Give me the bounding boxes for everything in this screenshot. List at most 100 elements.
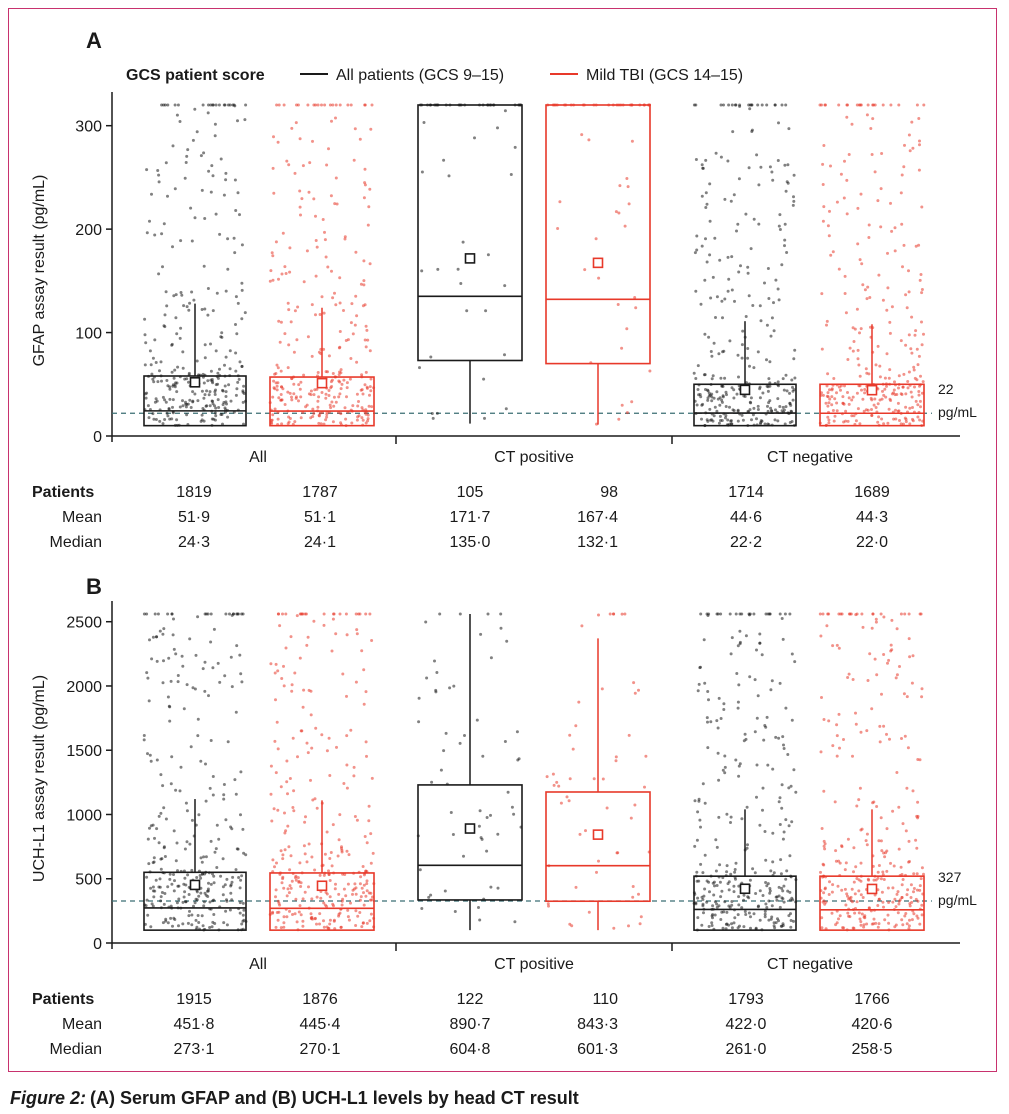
- data-point: [851, 349, 855, 353]
- data-point: [208, 926, 212, 929]
- data-point: [275, 861, 278, 865]
- data-point: [187, 893, 191, 896]
- data-point: [274, 895, 277, 899]
- data-point: [186, 873, 190, 877]
- data-point: [750, 128, 754, 132]
- data-point: [279, 320, 283, 324]
- box-group-ct-positive-mild: [545, 612, 651, 931]
- data-point: [845, 115, 849, 119]
- data-point: [737, 895, 741, 899]
- data-point: [789, 784, 793, 788]
- data-point: [908, 406, 912, 410]
- data-point: [780, 783, 784, 787]
- data-point: [766, 612, 770, 616]
- data-point: [552, 783, 556, 787]
- box-group-all-all: [142, 612, 248, 932]
- data-point: [825, 319, 829, 323]
- data-point: [333, 202, 337, 206]
- figure-frame: [8, 8, 997, 1072]
- data-point: [159, 811, 163, 815]
- data-point: [314, 726, 318, 730]
- data-point: [285, 159, 289, 163]
- data-point: [191, 686, 195, 690]
- data-point: [574, 724, 578, 728]
- data-point: [309, 393, 313, 397]
- data-point: [277, 319, 281, 323]
- data-point: [193, 216, 197, 220]
- data-point: [363, 383, 367, 387]
- data-point: [292, 392, 296, 396]
- data-point: [781, 735, 785, 739]
- data-point: [175, 332, 179, 336]
- data-point: [366, 338, 370, 342]
- data-point: [728, 906, 732, 909]
- data-point: [729, 872, 733, 876]
- data-point: [310, 855, 314, 859]
- data-point: [162, 659, 165, 663]
- data-point: [904, 405, 908, 409]
- data-point: [879, 225, 883, 229]
- data-point: [862, 409, 866, 413]
- data-point: [846, 676, 850, 679]
- data-point: [920, 913, 924, 917]
- data-point: [770, 904, 774, 908]
- data-point: [919, 405, 922, 409]
- data-point: [287, 415, 291, 419]
- data-point: [775, 898, 779, 902]
- data-point: [846, 894, 849, 898]
- data-point: [345, 633, 349, 637]
- iqr-box: [143, 375, 247, 427]
- data-point: [740, 356, 744, 360]
- data-point: [855, 307, 859, 311]
- data-point: [905, 922, 909, 926]
- data-point: [315, 387, 319, 391]
- data-point: [699, 395, 703, 399]
- data-point: [363, 835, 367, 838]
- data-point: [220, 413, 224, 416]
- data-point: [364, 324, 368, 328]
- data-point: [704, 206, 708, 209]
- data-point: [900, 896, 904, 899]
- data-point: [706, 388, 710, 392]
- data-point: [286, 390, 290, 394]
- threshold-unit-label: pg/mL: [938, 404, 977, 420]
- data-point: [168, 877, 172, 881]
- data-point: [196, 717, 200, 721]
- data-point: [900, 393, 904, 396]
- data-point: [306, 751, 310, 755]
- data-point: [320, 295, 324, 299]
- data-point: [355, 392, 359, 396]
- data-point: [851, 326, 855, 330]
- data-point: [723, 900, 727, 904]
- data-point: [755, 153, 759, 157]
- data-point: [170, 755, 174, 759]
- data-point: [904, 829, 908, 833]
- data-point: [362, 903, 366, 907]
- data-point: [217, 406, 221, 409]
- data-point: [293, 912, 297, 916]
- data-point: [225, 923, 229, 927]
- data-point: [845, 212, 849, 216]
- data-point: [784, 103, 788, 107]
- data-point: [211, 775, 215, 778]
- data-point: [821, 183, 825, 186]
- data-point: [766, 267, 770, 270]
- data-point: [825, 384, 829, 388]
- data-point: [776, 419, 780, 423]
- data-point: [752, 912, 756, 916]
- data-point: [760, 653, 764, 657]
- data-point: [211, 872, 214, 876]
- data-point: [301, 164, 305, 168]
- data-point: [722, 708, 726, 711]
- data-point: [724, 390, 728, 394]
- data-point: [881, 870, 885, 874]
- data-point: [207, 169, 211, 173]
- data-point: [898, 419, 901, 422]
- data-point: [310, 897, 314, 901]
- figure-caption: Figure 2: (A) Serum GFAP and (B) UCH-L1 l…: [10, 1088, 579, 1109]
- data-point: [848, 896, 852, 900]
- data-point: [874, 921, 878, 925]
- data-point: [204, 762, 207, 766]
- data-point: [355, 314, 359, 318]
- data-point: [361, 418, 365, 422]
